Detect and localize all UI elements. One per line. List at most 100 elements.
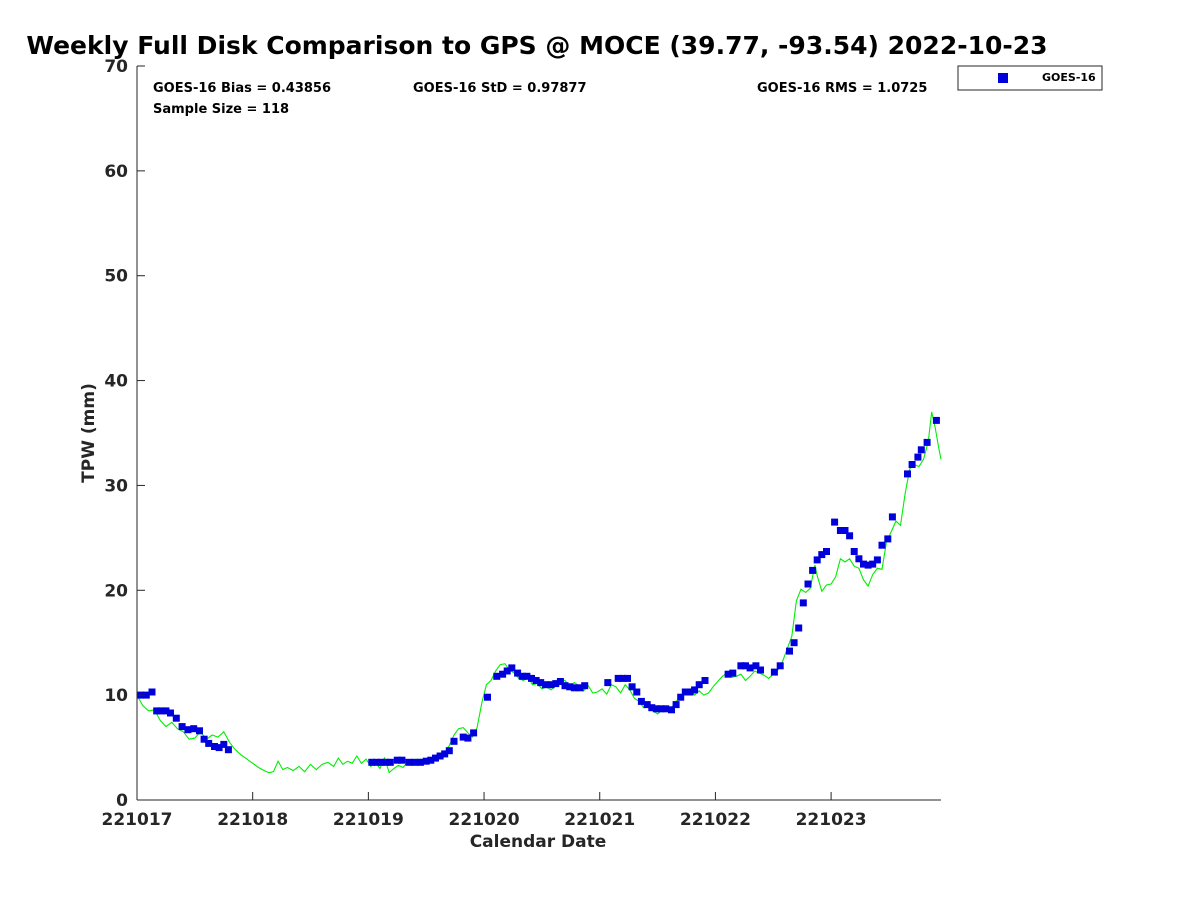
data-point-goes16 [142, 691, 150, 699]
x-tick-label: 221018 [217, 810, 288, 830]
data-point-goes16 [377, 758, 385, 766]
data-point-goes16 [869, 560, 877, 568]
data-point-goes16 [614, 674, 622, 682]
y-tick-label: 20 [104, 581, 128, 601]
data-point-goes16 [541, 681, 549, 689]
data-point-goes16 [752, 662, 760, 670]
data-point-goes16 [153, 707, 161, 715]
data-point-goes16 [416, 758, 424, 766]
data-point-goes16 [386, 758, 394, 766]
data-point-goes16 [914, 453, 922, 461]
data-point-goes16 [436, 752, 444, 760]
plot-area [137, 66, 941, 800]
x-tick-label: 221023 [796, 810, 867, 830]
data-point-goes16 [809, 566, 817, 574]
data-point-goes16 [215, 744, 223, 752]
data-point-goes16 [873, 556, 881, 564]
data-point-goes16 [932, 416, 940, 424]
data-point-goes16 [850, 548, 858, 555]
data-point-goes16 [846, 532, 854, 540]
data-point-goes16 [450, 737, 458, 745]
data-point-goes16 [818, 551, 826, 559]
data-point-goes16 [628, 683, 636, 691]
data-point-goes16 [677, 693, 685, 701]
data-point-goes16 [205, 739, 213, 747]
data-point-goes16 [470, 729, 478, 737]
data-point-goes16 [860, 560, 867, 568]
data-point-goes16 [508, 664, 516, 672]
data-point-goes16 [566, 683, 574, 691]
data-point-goes16 [432, 754, 439, 762]
data-point-goes16 [790, 639, 798, 647]
stat-sample-size: Sample Size = 118 [153, 102, 289, 117]
data-point-goes16 [427, 756, 435, 764]
data-point-goes16 [813, 556, 821, 564]
x-tick-label: 221020 [449, 810, 520, 830]
data-point-goes16 [368, 758, 376, 766]
data-point-goes16 [770, 668, 778, 676]
x-tick-label: 221017 [102, 810, 173, 830]
stat-rms: GOES-16 RMS = 1.0725 [757, 81, 927, 96]
data-point-goes16 [459, 733, 467, 741]
series-line-gps [136, 411, 942, 774]
data-point-goes16 [691, 686, 699, 694]
y-tick-label: 10 [104, 686, 128, 706]
data-point-goes16 [422, 757, 430, 765]
data-point-goes16 [923, 438, 931, 446]
data-point-goes16 [211, 743, 218, 750]
y-tick-label: 70 [104, 57, 128, 77]
chart-title: Weekly Full Disk Comparison to GPS @ MOC… [26, 31, 1047, 60]
x-tick-label: 221022 [680, 810, 751, 830]
data-point-goes16 [196, 727, 203, 735]
data-point-goes16 [701, 677, 709, 684]
data-point-goes16 [786, 647, 793, 655]
data-point-goes16 [167, 709, 174, 717]
data-point-goes16 [637, 697, 645, 705]
data-point-goes16 [904, 470, 911, 478]
data-point-goes16 [561, 682, 569, 690]
stat-std: GOES-16 StD = 0.97877 [413, 81, 587, 96]
data-point-goes16 [528, 674, 535, 682]
data-point-goes16 [514, 669, 522, 677]
data-point-goes16 [776, 662, 784, 670]
data-point-goes16 [648, 704, 656, 712]
x-tick-label: 221019 [333, 810, 404, 830]
data-point-goes16 [373, 758, 380, 766]
data-point-goes16 [200, 735, 208, 743]
data-point-goes16 [382, 758, 390, 766]
data-point-goes16 [523, 672, 531, 680]
data-point-goes16 [686, 688, 694, 696]
data-point-goes16 [184, 726, 192, 734]
data-point-goes16 [662, 705, 670, 713]
data-point-goes16 [604, 679, 612, 687]
ticks-layer: 0 10 20 30 40 50 60 70 221017 221018 221019 221020 2… [102, 57, 867, 830]
legend: GOES-16 [957, 65, 1103, 91]
data-point-goes16 [398, 756, 406, 764]
data-point-goes16 [556, 678, 564, 685]
data-point-goes16 [724, 670, 732, 678]
data-point-goes16 [633, 688, 641, 696]
y-tick-label: 50 [104, 267, 128, 287]
legend-marker-goes16 [998, 73, 1008, 83]
data-point-goes16 [878, 541, 886, 549]
x-tick-label: 221021 [564, 810, 635, 830]
data-point-goes16 [619, 674, 627, 682]
data-point-goes16 [148, 688, 156, 696]
y-tick-label: 40 [104, 372, 128, 392]
data-point-goes16 [757, 666, 764, 674]
data-point-goes16 [172, 714, 180, 722]
data-point-goes16 [888, 513, 896, 521]
data-point-goes16 [884, 535, 892, 543]
legend-label-goes16: GOES-16 [1042, 71, 1096, 84]
data-point-goes16 [746, 664, 754, 672]
data-point-goes16 [681, 688, 689, 696]
y-tick-label: 60 [104, 162, 128, 182]
data-point-goes16 [795, 624, 803, 632]
data-point-goes16 [729, 669, 737, 677]
data-point-goes16 [224, 746, 232, 754]
stat-bias: GOES-16 Bias = 0.43856 [153, 81, 331, 96]
legend-box [957, 65, 1103, 91]
data-point-goes16 [445, 747, 453, 755]
data-point-goes16 [411, 758, 419, 766]
